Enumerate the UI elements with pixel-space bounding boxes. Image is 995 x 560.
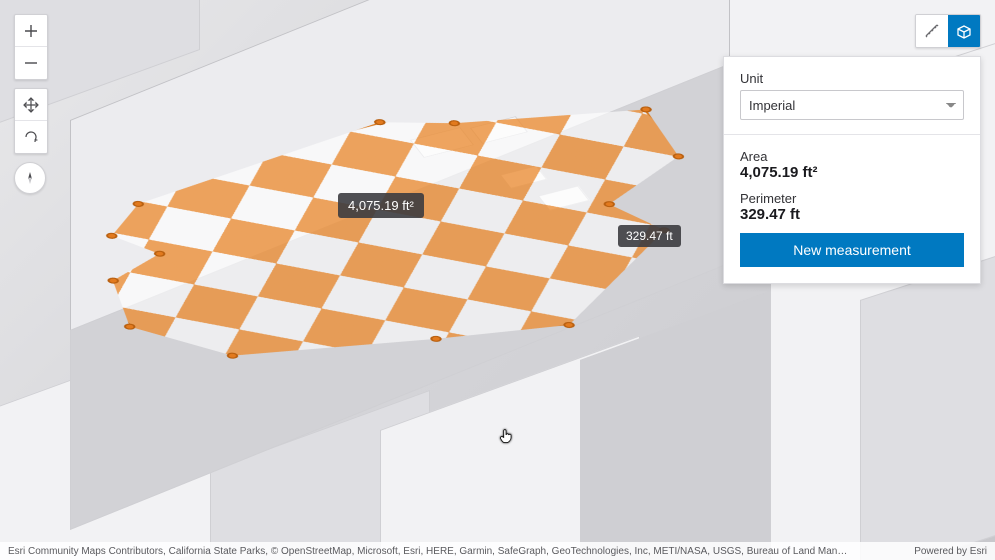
scene-perimeter-label: 329.47 ft xyxy=(618,225,681,247)
attribution-sources: Esri Community Maps Contributors, Califo… xyxy=(8,546,850,557)
area-label: Area xyxy=(740,149,964,164)
scene-area-label: 4,075.19 ft² xyxy=(338,193,424,218)
rotate-button[interactable] xyxy=(15,121,47,153)
measurement-panel: Unit Imperial Area 4,075.19 ft² Perimete… xyxy=(723,56,981,284)
measure-mode-toggle xyxy=(915,14,981,48)
perimeter-value: 329.47 ft xyxy=(740,206,964,223)
perimeter-label: Perimeter xyxy=(740,191,964,206)
line-measure-button[interactable] xyxy=(916,15,948,47)
pan-button[interactable] xyxy=(15,89,47,121)
unit-select[interactable]: Imperial xyxy=(740,90,964,120)
compass-button[interactable] xyxy=(14,162,46,194)
navigation-toolbar xyxy=(14,14,48,194)
zoom-out-button[interactable] xyxy=(15,47,47,79)
attribution-powered[interactable]: Powered by Esri xyxy=(914,546,987,557)
new-measurement-button[interactable]: New measurement xyxy=(740,233,964,267)
unit-label: Unit xyxy=(740,71,964,86)
area-measure-button[interactable] xyxy=(948,15,980,47)
area-value: 4,075.19 ft² xyxy=(740,164,964,181)
zoom-in-button[interactable] xyxy=(15,15,47,47)
attribution-bar: Esri Community Maps Contributors, Califo… xyxy=(0,542,995,560)
cursor-icon xyxy=(497,427,515,445)
scene-viewport[interactable]: 4,075.19 ft² 329.47 ft xyxy=(0,0,995,560)
